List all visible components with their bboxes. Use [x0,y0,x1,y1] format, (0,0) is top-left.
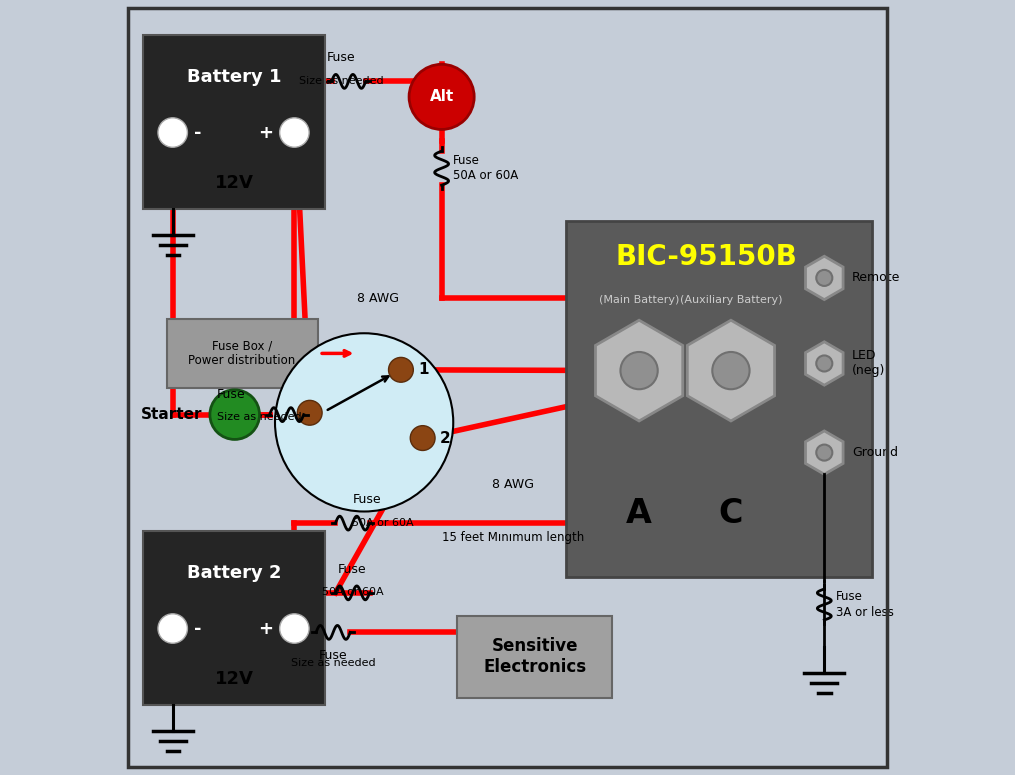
Text: -: - [194,619,201,638]
Text: Fuse
50A or 60A: Fuse 50A or 60A [454,154,519,182]
Text: Fuse
3A or less: Fuse 3A or less [836,591,894,618]
Text: 12V: 12V [215,174,254,192]
Bar [143,35,326,209]
Circle shape [620,352,658,389]
Text: Ground: Ground [853,446,898,459]
Text: 8 AWG: 8 AWG [357,292,399,305]
Text: Fuse: Fuse [319,649,347,663]
Text: BIC-95150B: BIC-95150B [615,243,798,270]
Text: Fuse: Fuse [352,493,381,506]
Circle shape [713,352,749,389]
Text: LED
(neg): LED (neg) [853,350,885,377]
Circle shape [389,357,413,382]
Text: Fuse: Fuse [217,388,246,401]
Polygon shape [806,257,843,300]
Circle shape [410,425,435,450]
Circle shape [275,333,454,512]
Text: 50A or 60A: 50A or 60A [322,587,384,598]
Circle shape [158,614,188,643]
Text: Fuse: Fuse [338,563,366,576]
Text: 1: 1 [418,362,428,377]
Text: Battery 1: Battery 1 [187,67,281,86]
Text: 2: 2 [439,431,451,446]
Bar [143,531,326,705]
Text: Alt: Alt [429,89,454,105]
Text: Battery 2: Battery 2 [187,563,281,582]
Text: (Main Battery): (Main Battery) [599,294,679,305]
Text: 8 AWG: 8 AWG [491,477,534,491]
Text: A: A [626,497,652,529]
Text: +: + [259,123,273,142]
Text: 50A or 60A: 50A or 60A [352,518,414,528]
Text: Size as needed: Size as needed [298,76,384,86]
Circle shape [409,64,474,129]
Circle shape [280,118,310,147]
Text: -: - [194,123,201,142]
Text: C: C [719,497,743,529]
Circle shape [158,118,188,147]
Circle shape [297,401,322,425]
Text: Fuse Box /
Power distribution: Fuse Box / Power distribution [189,339,295,367]
Bar [166,319,318,388]
Text: Fuse: Fuse [327,51,355,64]
Text: Starter: Starter [141,407,202,422]
Circle shape [816,356,832,371]
Circle shape [280,614,310,643]
Text: Remote: Remote [853,271,900,284]
Bar [565,221,872,577]
Polygon shape [806,342,843,385]
Circle shape [816,445,832,460]
Circle shape [816,270,832,286]
Text: (Auxiliary Battery): (Auxiliary Battery) [680,294,783,305]
Circle shape [210,390,260,439]
Polygon shape [596,320,683,421]
Text: Sensitive
Electronics: Sensitive Electronics [483,637,587,677]
Polygon shape [687,320,774,421]
Bar [457,616,612,698]
Text: 15 feet Mınımum length: 15 feet Mınımum length [442,531,584,544]
Text: Size as needed: Size as needed [291,658,376,668]
Text: +: + [259,619,273,638]
Text: Size as needed: Size as needed [217,412,301,422]
Text: 12V: 12V [215,670,254,688]
Polygon shape [806,431,843,474]
